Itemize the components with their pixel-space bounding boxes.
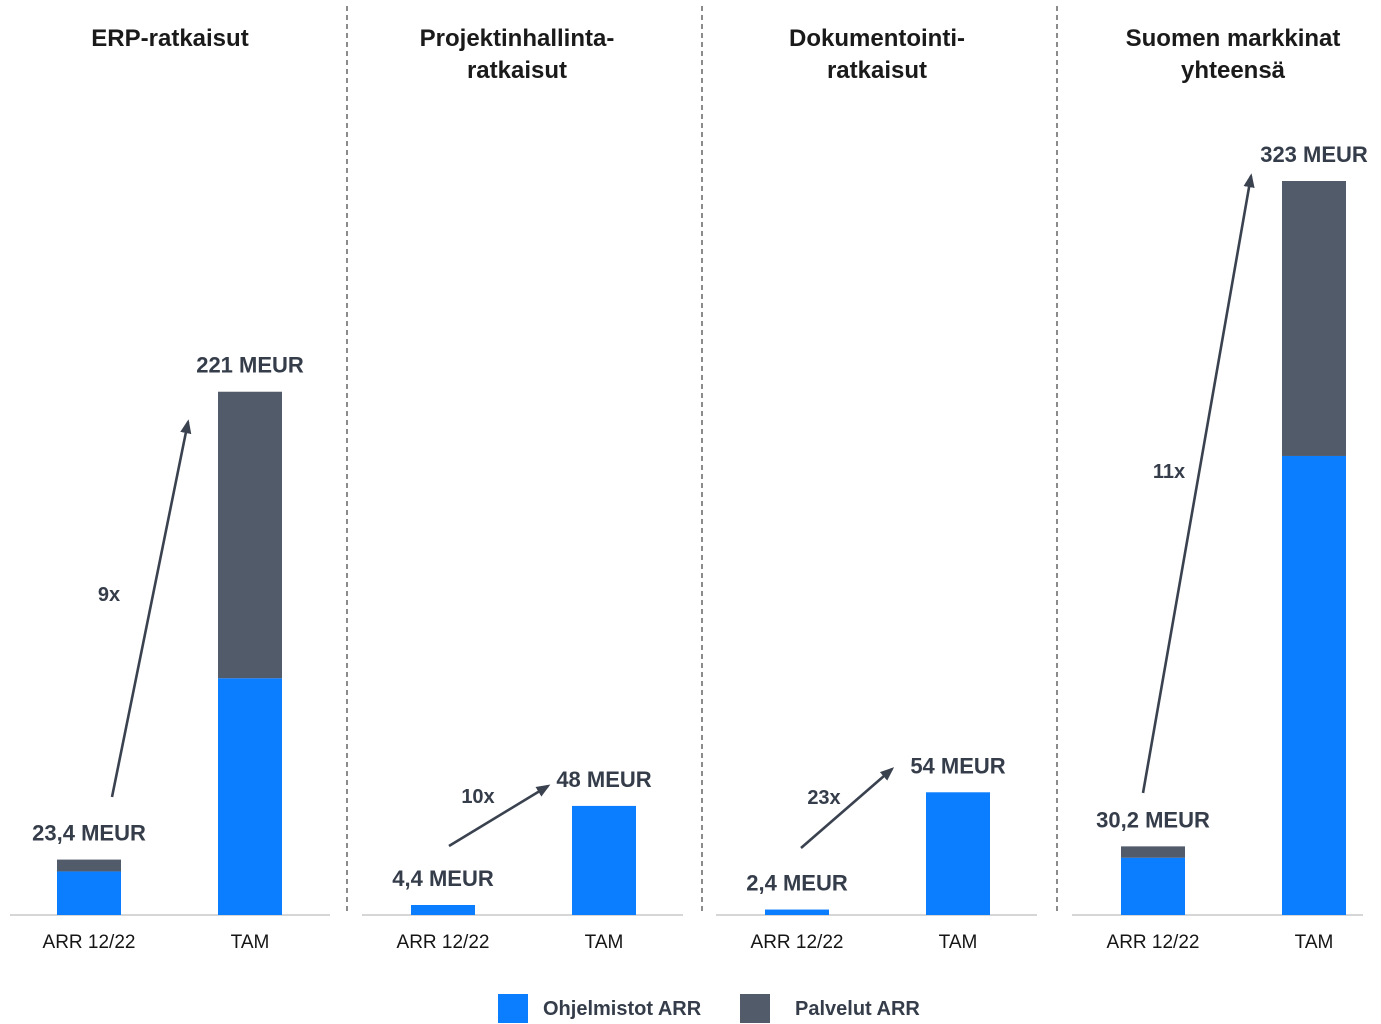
panel-title-line-2: ratkaisut — [827, 57, 927, 84]
legend-label-palvelut-arr: Palvelut ARR — [795, 998, 920, 1020]
bar-segment-ohjelmistot-arr-tam — [572, 805, 636, 915]
legend: Ohjelmistot ARR Palvelut ARR — [498, 994, 920, 1023]
growth-arrow — [448, 784, 551, 848]
value-label-arr: 23,4 MEUR — [32, 821, 146, 846]
x-tick-label-arr: ARR 12/22 — [1107, 932, 1200, 953]
x-tick-label-tam: TAM — [585, 932, 624, 953]
stacked-bars — [765, 792, 990, 915]
bar-segment-ohjelmistot-arr-tam — [1282, 455, 1346, 915]
panel-projektinhallinta-ratkaisut: Projektinhallinta- ratkaisut 4,4 MEUR 48… — [362, 25, 683, 953]
legend-swatch-ohjelmistot-arr — [498, 994, 528, 1023]
growth-multiplier-label: 10x — [461, 786, 494, 808]
value-label-tam: 221 MEUR — [196, 353, 304, 378]
x-tick-label-arr: ARR 12/22 — [397, 932, 490, 953]
panel-title-line-1: Suomen markkinat — [1126, 25, 1341, 52]
legend-item-ohjelmistot-arr: Ohjelmistot ARR — [498, 994, 702, 1023]
legend-swatch-palvelut-arr — [740, 994, 770, 1023]
x-tick-label-tam: TAM — [231, 932, 270, 953]
bar-segment-ohjelmistot-arr-tam — [926, 792, 990, 915]
value-label-arr: 4,4 MEUR — [392, 866, 494, 891]
panel-dokumentointi-ratkaisut: Dokumentointi- ratkaisut 2,4 MEUR 54 MEU… — [716, 25, 1037, 953]
legend-label-ohjelmistot-arr: Ohjelmistot ARR — [543, 998, 702, 1020]
value-label-arr: 30,2 MEUR — [1096, 807, 1210, 832]
bar-segment-ohjelmistot-arr-arr-12-22 — [765, 909, 829, 915]
growth-arrow — [800, 767, 895, 849]
value-label-tam: 54 MEUR — [910, 753, 1005, 778]
x-tick-label-tam: TAM — [939, 932, 978, 953]
panel-title-line-1: ERP-ratkaisut — [91, 25, 248, 52]
panel-erp-ratkaisut: ERP-ratkaisut 23,4 MEUR 221 MEUR 9x ARR … — [10, 25, 330, 953]
bar-segment-palvelut-arr-arr-12-22 — [1121, 846, 1185, 858]
panel-title-line-2: yhteensä — [1181, 57, 1286, 84]
growth-multiplier-label: 9x — [98, 584, 120, 606]
growth-multiplier-label: 11x — [1153, 461, 1185, 483]
value-label-tam: 323 MEUR — [1260, 142, 1368, 167]
legend-item-palvelut-arr: Palvelut ARR — [740, 994, 920, 1023]
x-tick-label-tam: TAM — [1295, 932, 1334, 953]
bar-segment-palvelut-arr-arr-12-22 — [57, 859, 121, 872]
stacked-bars — [411, 805, 636, 915]
panel-title-line-1: Projektinhallinta- — [420, 25, 615, 52]
panel-title-line-1: Dokumentointi- — [789, 25, 965, 52]
stacked-bars — [57, 391, 282, 915]
value-label-tam: 48 MEUR — [556, 767, 651, 792]
x-tick-label-arr: ARR 12/22 — [43, 932, 136, 953]
panel-title-line-2: ratkaisut — [467, 57, 567, 84]
bar-segment-ohjelmistot-arr-arr-12-22 — [57, 871, 121, 915]
growth-arrow — [1141, 173, 1255, 794]
bar-segment-ohjelmistot-arr-arr-12-22 — [411, 905, 475, 915]
value-label-arr: 2,4 MEUR — [746, 871, 848, 896]
panel-suomen-markkinat-yhteensa: Suomen markkinat yhteensä 30,2 MEUR 323 … — [1072, 25, 1368, 953]
bar-segment-palvelut-arr-tam — [218, 391, 282, 679]
bar-segment-palvelut-arr-tam — [1282, 181, 1346, 456]
growth-arrow — [110, 419, 192, 798]
x-tick-label-arr: ARR 12/22 — [751, 932, 844, 953]
stacked-bars — [1121, 181, 1346, 915]
bar-segment-ohjelmistot-arr-arr-12-22 — [1121, 857, 1185, 915]
bar-segment-ohjelmistot-arr-tam — [218, 678, 282, 915]
growth-multiplier-label: 23x — [807, 787, 840, 809]
